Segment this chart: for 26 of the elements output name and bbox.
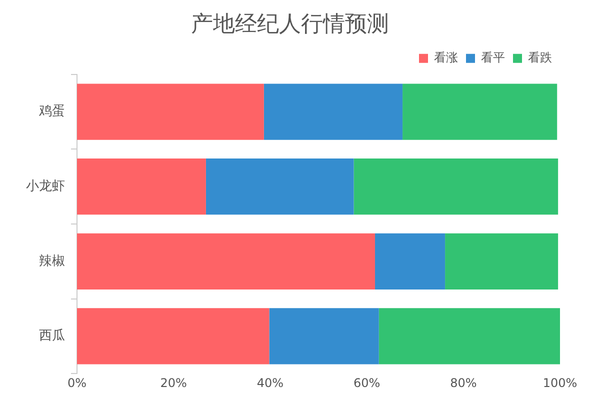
y-tick-label: 辣椒	[39, 254, 65, 269]
bar	[77, 308, 270, 364]
bar	[77, 84, 264, 140]
x-tick-label: 80%	[450, 376, 477, 390]
x-tick-label: 20%	[160, 376, 187, 390]
bar	[375, 233, 446, 290]
legend-label: 看平	[481, 50, 505, 65]
x-tick-label: 0%	[67, 376, 87, 390]
legend-label: 看涨	[434, 50, 458, 65]
bar	[269, 308, 379, 364]
x-tick-label: 100%	[542, 376, 578, 390]
x-tick-label: 60%	[353, 376, 380, 390]
legend-label: 看跌	[528, 50, 552, 65]
bar	[445, 233, 558, 290]
x-tick-label: 40%	[256, 376, 284, 390]
bar	[77, 158, 206, 215]
bar	[354, 158, 558, 215]
bar	[206, 158, 354, 215]
y-tick-label: 鸡蛋	[38, 104, 65, 120]
bar	[264, 84, 403, 140]
chart-title: 产地经纪人行情预测	[191, 12, 389, 37]
bar	[77, 233, 376, 290]
y-tick-label: 西瓜	[39, 328, 65, 344]
bar	[402, 84, 558, 140]
bar	[378, 308, 560, 364]
y-tick-label: 小龙虾	[26, 178, 65, 194]
